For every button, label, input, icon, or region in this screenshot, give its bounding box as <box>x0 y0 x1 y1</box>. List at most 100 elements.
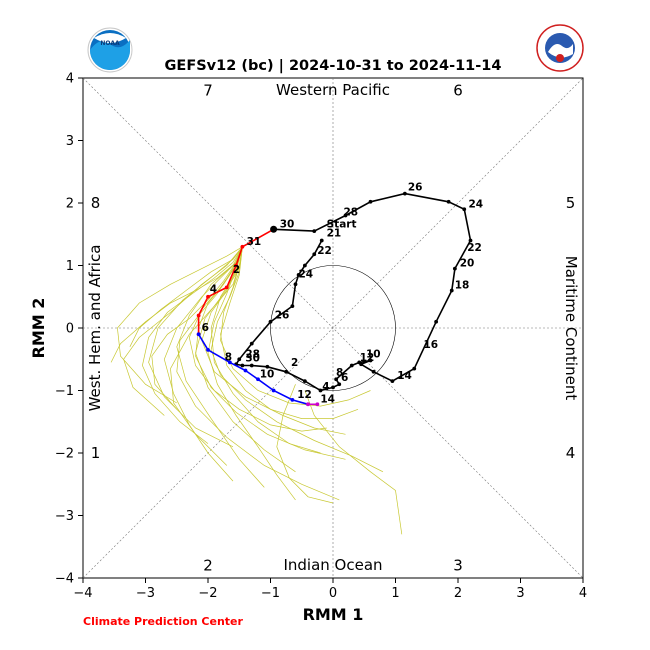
forecast-second-point-4 <box>243 368 248 373</box>
region-left: West. Hem. and Africa <box>86 245 104 412</box>
forecast-second-point-6 <box>271 388 276 393</box>
forecast-second-day-label-3: 12 <box>297 389 312 401</box>
observed-point-27 <box>434 319 439 324</box>
chart-title: GEFSv12 (bc) | 2024-10-31 to 2024-11-14 <box>165 58 502 74</box>
forecast-first-point-6 <box>196 313 201 318</box>
observed-point-11 <box>240 363 245 368</box>
observed-point-36 <box>312 229 317 234</box>
phase-guide-lines <box>82 77 584 579</box>
region-bottom: Indian Ocean <box>283 556 382 574</box>
x-tick-label: 0 <box>329 586 337 601</box>
observed-point-9 <box>237 357 242 362</box>
observed-day-label-22: 30 <box>280 218 295 230</box>
ensemble-member-12 <box>129 246 243 347</box>
ensemble-member-22 <box>276 384 334 504</box>
forecast-first-point-2 <box>240 244 245 249</box>
forecast-second-day-label-1: 8 <box>225 351 232 363</box>
observed-day-label-6: 28 <box>245 348 260 360</box>
observed-point-24 <box>371 369 376 374</box>
y-tick-label: −2 <box>55 447 74 462</box>
observed-day-label-21: 28 <box>344 206 359 218</box>
observed-point-12 <box>249 363 254 368</box>
ensemble-member-13 <box>195 246 346 460</box>
credit-text: Climate Prediction Center <box>83 615 243 628</box>
observed-point-28 <box>449 288 454 293</box>
observed-point-15 <box>302 379 307 384</box>
phase-number-3: 3 <box>453 557 463 575</box>
y-tick-label: −1 <box>55 384 74 399</box>
observed-point-6 <box>290 304 295 309</box>
observed-day-label-7: 30 <box>245 353 260 365</box>
observed-point-23 <box>359 362 364 367</box>
observed-day-label-14: 14 <box>397 370 412 382</box>
y-tick-label: 2 <box>66 197 74 212</box>
observed-point-32 <box>446 199 451 204</box>
observed-point-20 <box>349 363 354 368</box>
region-right: Maritime Continent <box>562 256 580 401</box>
observed-point-29 <box>452 266 457 271</box>
x-tick-label: 4 <box>579 586 587 601</box>
observed-point-5 <box>293 282 298 287</box>
ensemble-member-5 <box>176 246 265 488</box>
ensemble-member-17 <box>151 246 243 410</box>
forecast-second-point-7 <box>290 397 295 402</box>
nws-logo <box>536 24 584 72</box>
observed-day-label-3: 22 <box>317 245 332 257</box>
observed-day-label-13: 10 <box>366 348 381 360</box>
x-tick-label: −4 <box>73 586 92 601</box>
y-tick-label: 3 <box>66 134 74 149</box>
forecast-last-point-1 <box>306 402 310 407</box>
observed-point-16 <box>318 388 323 393</box>
forecast-second-day-label-2: 10 <box>260 368 275 380</box>
observed-point-34 <box>368 199 373 204</box>
forecast-second-point-2 <box>206 347 210 352</box>
ensemble-member-9 <box>163 246 243 482</box>
observed-day-label-20: 26 <box>408 181 423 193</box>
forecast-last-point-2 <box>315 402 320 407</box>
ensemble-member-1 <box>148 246 243 448</box>
ensemble-member-15 <box>176 246 340 501</box>
forecast-second-track <box>197 333 309 406</box>
phase-numbers: 12 3 4 5 6 7 8 <box>91 82 576 575</box>
observed-day-label-5: 26 <box>275 310 290 322</box>
observed-day-label-9: 4 <box>322 381 329 393</box>
observed-point-3 <box>302 263 307 268</box>
ensemble-members <box>110 246 403 535</box>
observed-day-label-17: 20 <box>460 258 475 270</box>
observed-point-14 <box>284 369 289 374</box>
forecast-first-point-5 <box>206 294 210 299</box>
observed-day-label-10: 6 <box>341 372 348 384</box>
y-tick-label: −4 <box>55 572 74 587</box>
forecast-second-point-1 <box>196 332 201 337</box>
x-tick-label: −1 <box>261 586 280 601</box>
x-tick-label: 2 <box>454 586 462 601</box>
ensemble-member-14 <box>210 246 384 473</box>
rmm-tracks <box>196 191 473 407</box>
forecast-first-day-label-3: 4 <box>210 283 217 295</box>
ensemble-member-7 <box>220 246 359 419</box>
y-tick-label: 0 <box>66 322 74 337</box>
forecast-first-day-label-1: 31 <box>247 236 262 248</box>
observed-point-19 <box>334 377 339 382</box>
phase-number-4: 4 <box>566 444 576 462</box>
observed-point-35 <box>343 213 348 218</box>
x-axis-label: RMM 1 <box>303 605 364 624</box>
observed-day-label-2: 21 <box>327 228 342 240</box>
region-top: Western Pacific <box>276 81 390 99</box>
phase-number-5: 5 <box>566 194 576 212</box>
ensemble-member-21 <box>304 390 403 535</box>
y-axis-label: RMM 2 <box>29 298 48 359</box>
forecast-first-point-4 <box>224 285 229 290</box>
phase-number-7: 7 <box>203 82 213 100</box>
observed-day-label-11: 8 <box>336 367 343 379</box>
phase-number-6: 6 <box>453 82 463 100</box>
observed-day-label-19: 24 <box>469 198 484 210</box>
observed-point-8 <box>249 341 254 346</box>
observed-day-label-1: Start <box>327 218 357 230</box>
ensemble-member-18 <box>220 246 371 407</box>
y-tick-label: 4 <box>66 72 74 87</box>
ensemble-member-20 <box>142 246 243 444</box>
observed-point-18 <box>337 382 342 387</box>
